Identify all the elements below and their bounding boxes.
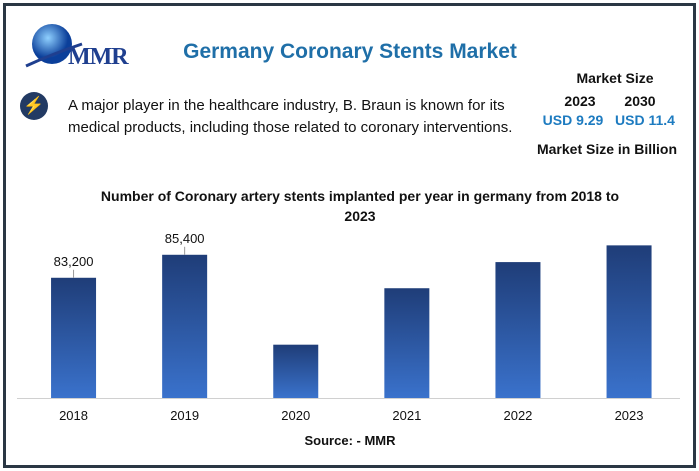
highlight-text: A major player in the healthcare industr… [68, 97, 513, 136]
chart-title: Number of Coronary artery stents implant… [100, 188, 620, 224]
data-label: 85,400 [165, 231, 205, 246]
page-title: Germany Coronary Stents Market [183, 40, 517, 63]
x-tick-label: 2021 [392, 408, 421, 423]
market-year-2023: 2023 [564, 93, 596, 109]
lightning-bolt-icon: ⚡ [20, 92, 48, 120]
market-size-label: Market Size [576, 70, 654, 86]
bar-2022 [495, 262, 541, 398]
chart-source: Source: - MMR [304, 433, 396, 448]
bar-2021 [384, 288, 430, 398]
bar-2023 [606, 245, 652, 398]
bar-2019 [162, 254, 208, 398]
x-tick-label: 2020 [281, 408, 310, 423]
infographic-frame [3, 3, 696, 468]
market-value-2030: USD 11.4 [615, 112, 675, 128]
data-label: 83,200 [54, 254, 94, 269]
mmr-globe-logo-icon [25, 24, 83, 68]
x-tick-label: 2023 [615, 408, 644, 423]
market-size-unit: Market Size in Billion [536, 141, 678, 157]
bar-2020 [273, 344, 319, 398]
x-tick-label: 2019 [170, 408, 199, 423]
market-value-2023: USD 9.29 [542, 112, 604, 128]
x-tick-label: 2018 [59, 408, 88, 423]
market-year-2030: 2030 [624, 93, 656, 109]
bar-2018 [51, 277, 97, 398]
x-tick-label: 2022 [503, 408, 532, 423]
logo-text: MMR [68, 44, 129, 70]
